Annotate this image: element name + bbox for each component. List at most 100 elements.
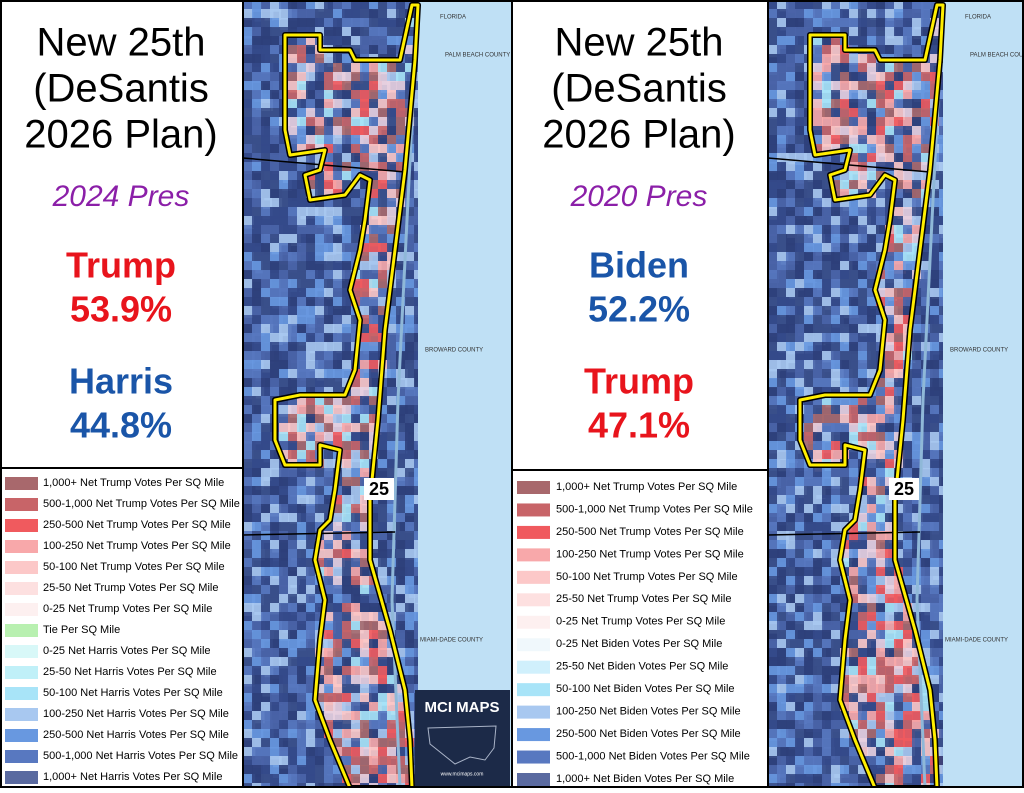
precinct [243,207,255,220]
precinct [768,630,781,641]
precinct [831,99,842,110]
precinct [270,603,281,615]
precinct [912,441,923,451]
precinct [261,396,271,407]
precinct [795,657,806,667]
precinct [252,360,264,372]
precinct [369,585,380,595]
precinct [387,180,399,193]
precinct [876,711,888,722]
precinct [405,189,416,199]
precinct [849,540,860,550]
precinct [288,567,300,577]
precinct [849,423,862,435]
precinct [369,747,379,759]
precinct [930,279,940,291]
precinct [270,117,281,128]
precinct [315,405,325,416]
precinct [777,441,789,453]
precinct [387,306,399,317]
precinct [252,738,262,749]
precinct [396,63,408,73]
precinct [369,126,382,138]
precinct [369,369,379,380]
precinct [813,504,823,515]
precinct [804,693,817,705]
precinct [768,225,778,237]
precinct [795,747,805,758]
precinct [768,252,778,264]
precinct [351,81,361,94]
precinct [369,774,379,787]
precinct [777,333,789,343]
precinct [306,108,316,119]
precinct [378,198,389,208]
precinct [297,405,307,418]
precinct [840,558,852,568]
precinct [903,162,913,174]
precinct [795,774,807,785]
legend-swatch [5,666,38,679]
precinct [903,306,916,317]
precinct [360,162,370,173]
precinct [840,135,851,145]
precinct [813,711,823,721]
legend-label: 25-50 Net Trump Votes Per SQ Mile [43,582,218,594]
precinct [768,360,781,372]
precinct [279,675,291,687]
precinct [867,495,877,507]
precinct [378,522,388,532]
precinct [396,549,407,561]
precinct [786,477,798,488]
precinct [930,216,940,228]
precinct [369,234,380,247]
candidate-pct: 53.9% [70,289,172,330]
precinct [288,711,300,723]
precinct [777,540,788,550]
precinct [279,18,289,31]
precinct [279,603,292,613]
precinct [822,558,833,570]
precinct [822,486,832,499]
precinct [324,225,337,235]
precinct [261,504,271,517]
precinct [378,738,389,750]
precinct [930,549,942,561]
precinct [930,54,942,66]
precinct [849,621,861,631]
precinct [840,342,850,352]
precinct [252,333,262,345]
precinct [306,288,318,300]
precinct [885,135,897,145]
precinct [768,684,781,696]
precinct [822,396,833,408]
precinct [867,135,877,147]
precinct [912,153,922,165]
precinct [324,630,335,642]
precinct [885,414,898,424]
precinct [768,423,779,433]
map-label: MIAMI-DADE COUNTY [420,638,483,644]
precinct [261,783,273,788]
precinct [360,585,371,597]
precinct [804,9,816,20]
precinct [324,540,337,550]
precinct [813,270,824,282]
precinct [903,630,914,643]
precinct [378,531,389,543]
precinct [768,549,780,561]
precinct [306,477,316,487]
precinct [912,135,923,147]
precinct [387,126,398,136]
precinct [786,99,799,111]
precinct [405,315,417,328]
precinct [822,81,834,93]
precinct [822,432,834,443]
precinct [396,621,409,633]
precinct [270,81,281,93]
precinct [360,729,373,740]
precinct [921,396,932,408]
precinct [378,585,390,596]
precinct [297,648,308,660]
